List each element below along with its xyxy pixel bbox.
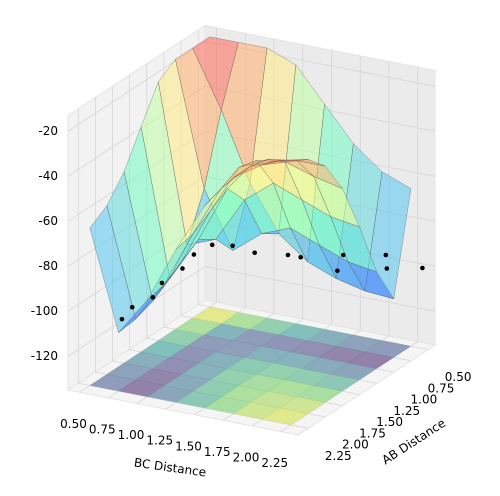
floor-contour-cell (158, 329, 205, 347)
floor-contour-cell (141, 340, 187, 358)
y-tick-label: 0.50 (445, 370, 472, 384)
z-tick-label: -60 (38, 214, 58, 228)
floor-contour-cell (135, 368, 182, 386)
trajectory-point (384, 266, 390, 271)
z-tick-label: -100 (31, 304, 58, 318)
trajectory-point (129, 304, 135, 310)
floor-contour-cell (89, 374, 136, 392)
floor-contour-cell (204, 396, 251, 414)
z-tick-label: -80 (38, 259, 58, 273)
x-tick-label: 1.00 (118, 428, 145, 442)
trajectory-point (252, 250, 257, 256)
floor-contour-cell (152, 357, 199, 375)
floor-contour-cell (198, 351, 245, 369)
x-axis-label: BC Distance (133, 456, 207, 480)
x-tick-label: 0.75 (89, 422, 116, 436)
grid-line (77, 108, 309, 429)
floor-contour-cell (319, 346, 365, 363)
grid-line (67, 265, 436, 357)
y-tick-label: 2.00 (342, 438, 369, 452)
x-tick-label: 1.75 (204, 445, 231, 459)
floor-contour-cell (250, 391, 297, 408)
floor-contour-cell (192, 306, 239, 324)
floor-contour-cell (239, 374, 285, 392)
trajectory-point (335, 268, 340, 274)
trajectory-point (150, 295, 156, 300)
floor-contour-cell (330, 363, 377, 380)
floor-contour-cell (106, 363, 153, 380)
trajectory-point (340, 252, 346, 258)
floor-contour-cell (313, 374, 360, 392)
x-tick-label: 1.50 (175, 439, 202, 453)
floor-contour-cell (118, 379, 165, 397)
y-tick-label: 1.75 (359, 426, 386, 440)
floor-contour-cell (261, 334, 308, 352)
floor-contour-cell (302, 357, 348, 375)
floor-contour-cell (307, 329, 354, 347)
floor-contour-cell (233, 402, 280, 420)
x-tick-label: 1.25 (146, 434, 173, 448)
floor-contour-cell (124, 351, 170, 369)
z-tick-label: -20 (38, 124, 58, 138)
x-tick-label: 2.25 (261, 456, 288, 470)
floor-contour-cell (244, 346, 291, 363)
floor-contour-cell (256, 363, 302, 380)
trajectory-point (420, 265, 425, 271)
floor-contour-cell (336, 334, 383, 352)
floor-contour-cell (267, 379, 314, 397)
trajectory-point (230, 243, 235, 249)
floor-contour-cell (278, 323, 325, 341)
x-tick-label: 2.00 (233, 451, 260, 465)
floor-contour-cell (147, 385, 194, 403)
surface-cell (262, 159, 309, 166)
floor-contour-cell (175, 318, 222, 335)
floor-contour-cell (296, 385, 343, 403)
trajectory-point (180, 266, 185, 271)
trajectory-point (119, 316, 125, 322)
x-tick-label: 0.50 (60, 417, 87, 431)
trajectory-point (191, 252, 197, 257)
floor-contour-cell (365, 340, 411, 358)
floor-contour-cell (176, 391, 222, 408)
trajectory-point (383, 252, 389, 258)
y-tick-label: 1.25 (393, 404, 420, 418)
floor-contour-cell (262, 408, 309, 425)
y-tick-label: 1.50 (376, 415, 403, 429)
floor-contour-cell (232, 329, 279, 347)
floor-contour-cell (221, 312, 268, 330)
floor-contour-cell (347, 351, 394, 369)
trajectory-point (285, 252, 291, 258)
floor-contour-cell (221, 385, 268, 403)
y-tick-label: 1.00 (411, 393, 438, 407)
z-tick-label: -120 (31, 349, 58, 363)
y-tick-label: 2.25 (325, 449, 352, 463)
floor-contour-cell (181, 363, 228, 380)
floor-contour-cell (210, 368, 257, 386)
y-tick-label: 0.75 (428, 381, 455, 395)
floor-contour-cell (273, 351, 320, 369)
floor-contour-cell (187, 334, 233, 352)
floor-contour-cell (193, 379, 239, 397)
trajectory-point (159, 280, 165, 286)
trajectory-point (298, 254, 303, 260)
floor-contour-cell (215, 340, 262, 358)
floor-contour-cell (290, 340, 337, 358)
floor-contour-cell (164, 374, 211, 392)
floor-contour-cell (250, 318, 296, 335)
floor-contour-cell (279, 396, 326, 414)
trajectory-point (209, 242, 215, 248)
floor-contour-cell (284, 368, 331, 386)
floor-contour-cell (227, 357, 274, 375)
floor-contour-cell (204, 323, 250, 341)
z-tick-label: -40 (38, 169, 58, 183)
floor-contour-cell (169, 346, 216, 363)
